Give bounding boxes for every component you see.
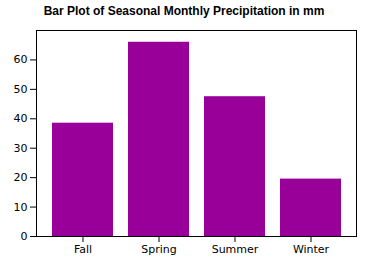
svg-text:60: 60 xyxy=(14,53,28,66)
svg-text:10: 10 xyxy=(14,201,28,214)
svg-text:Spring: Spring xyxy=(141,243,177,256)
svg-text:20: 20 xyxy=(14,171,28,184)
svg-text:40: 40 xyxy=(14,112,28,125)
svg-text:0: 0 xyxy=(21,230,28,243)
svg-text:Fall: Fall xyxy=(74,243,92,256)
svg-text:30: 30 xyxy=(14,142,28,155)
svg-text:Summer: Summer xyxy=(212,243,259,256)
html-text:Bar Plot of Seasonal Monthly P: Bar Plot of Seasonal Monthly Precipitati… xyxy=(43,4,325,18)
svg-text:50: 50 xyxy=(14,83,28,96)
svg-text:Winter: Winter xyxy=(293,243,330,256)
